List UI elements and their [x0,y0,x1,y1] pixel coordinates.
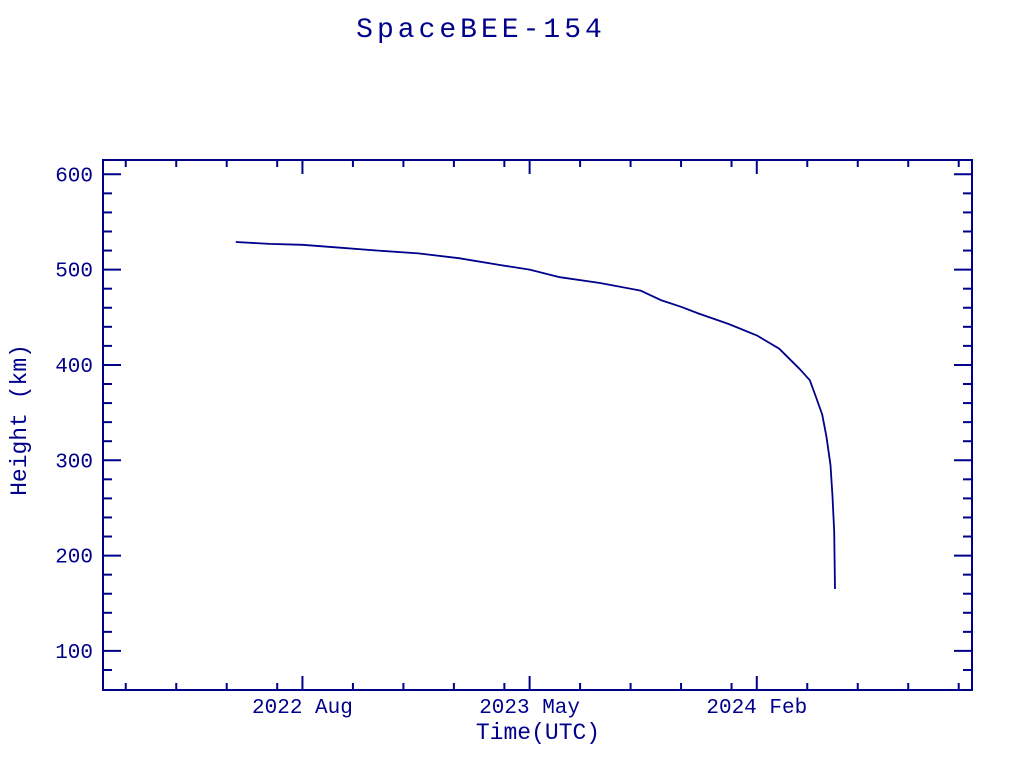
x-tick-labels: 2022 Aug 2023 May 2024 Feb [252,697,807,720]
x-tick-label: 2024 Feb [706,697,807,720]
x-tick-label: 2022 Aug [252,697,353,720]
chart-title: SpaceBEE-154 [356,15,606,46]
axis-ticks [103,160,972,690]
y-tick-label: 500 [55,261,93,284]
y-tick-label: 600 [55,165,93,188]
y-tick-label: 300 [55,451,93,474]
plot-frame [102,159,973,691]
x-axis-label: Time(UTC) [476,720,600,746]
plot-frame-border [102,159,973,691]
height-curve [235,241,836,590]
y-tick-label: 400 [55,356,93,379]
y-tick-label: 100 [55,642,93,665]
x-tick-label: 2023 May [479,697,580,720]
y-tick-label: 200 [55,547,93,570]
y-axis-label: Height (km) [7,344,33,496]
y-tick-labels: 100 200 300 400 500 600 [55,165,93,665]
